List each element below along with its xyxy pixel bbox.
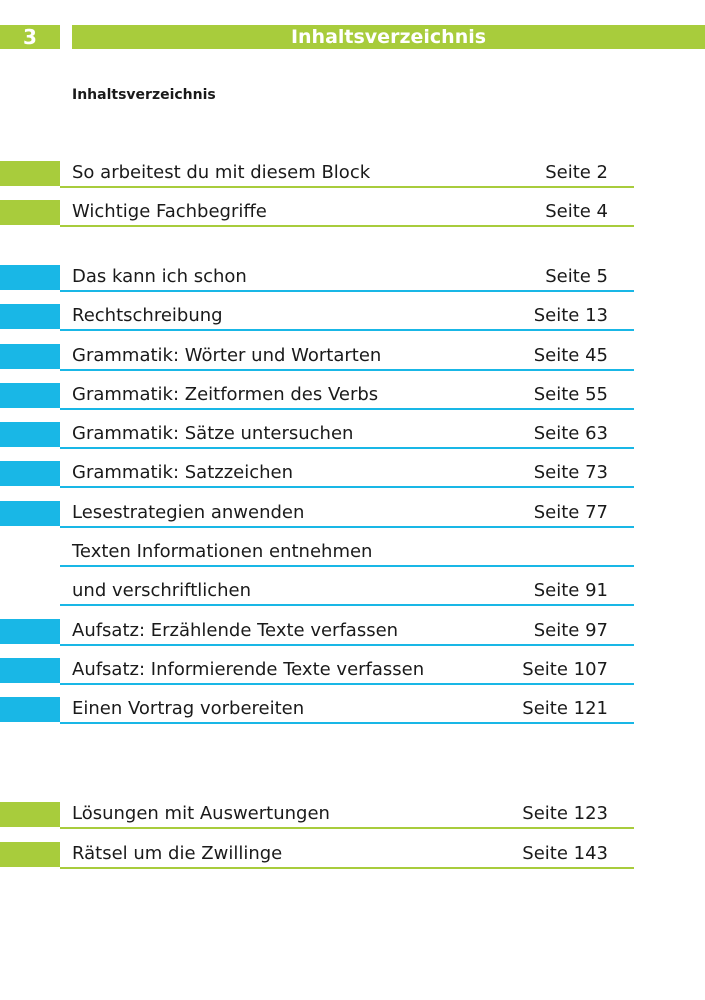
toc-entry-page: Seite 4	[545, 201, 608, 222]
page-subtitle: Inhaltsverzeichnis	[72, 87, 216, 103]
toc-entry[interactable]: Grammatik: Satzzeichen Seite 73	[0, 457, 640, 496]
toc-entry-label: Grammatik: Satzzeichen	[72, 462, 294, 483]
toc-entry[interactable]: Texten Informationen entnehmen	[0, 536, 640, 575]
toc-rule	[60, 225, 634, 227]
toc-entry-page: Seite 45	[533, 345, 608, 366]
toc-entry-page: Seite 63	[533, 423, 608, 444]
toc-entry[interactable]: Wichtige Fachbegriffe Seite 4	[0, 196, 640, 235]
toc-entry[interactable]: So arbeitest du mit diesem Block Seite 2	[0, 157, 640, 196]
toc-entry[interactable]: Rechtschreibung Seite 13	[0, 300, 640, 339]
toc-rule	[60, 186, 634, 188]
toc-entry-page: Seite 73	[533, 462, 608, 483]
toc-rule	[60, 369, 634, 371]
toc-entry-label: Rätsel um die Zwillinge	[72, 843, 283, 864]
toc-entry[interactable]: Grammatik: Wörter und Wortarten Seite 45	[0, 340, 640, 379]
toc-rule	[60, 604, 634, 606]
toc-entry-label: Das kann ich schon	[72, 266, 247, 287]
toc-entry-label: Aufsatz: Informierende Texte verfassen	[72, 659, 425, 680]
toc-entry-page: Seite 55	[533, 384, 608, 405]
toc-entry[interactable]: Lösungen mit Auswertungen Seite 123	[0, 798, 640, 837]
toc-entry-label: Grammatik: Zeitformen des Verbs	[72, 384, 379, 405]
section-tab	[0, 461, 60, 486]
section-tab	[0, 501, 60, 526]
toc-entry-page: Seite 13	[533, 305, 608, 326]
toc-entry-label: Rechtschreibung	[72, 305, 223, 326]
section-tab	[0, 658, 60, 683]
toc-entry[interactable]: Einen Vortrag vorbereiten Seite 121	[0, 693, 640, 732]
section-tab	[0, 161, 60, 186]
toc-entry[interactable]: Rätsel um die Zwillinge Seite 143	[0, 838, 640, 877]
toc-entry-label: Grammatik: Sätze untersuchen	[72, 423, 354, 444]
toc-entry-page: Seite 107	[522, 659, 608, 680]
section-tab	[0, 265, 60, 290]
section-tab	[0, 697, 60, 722]
toc-rule	[60, 827, 634, 829]
toc-entry-page: Seite 2	[545, 162, 608, 183]
toc-entry-page: Seite 143	[522, 843, 608, 864]
toc-entry-label: Grammatik: Wörter und Wortarten	[72, 345, 382, 366]
toc-entry-label: Lösungen mit Auswertungen	[72, 803, 330, 824]
toc-entry-page: Seite 91	[533, 580, 608, 601]
toc-rule	[60, 447, 634, 449]
toc-rule	[60, 722, 634, 724]
toc-rule	[60, 644, 634, 646]
toc-entry-label: Aufsatz: Erzählende Texte verfassen	[72, 620, 399, 641]
toc-entry[interactable]: Das kann ich schon Seite 5	[0, 261, 640, 300]
section-tab	[0, 304, 60, 329]
toc-entry-page: Seite 121	[522, 698, 608, 719]
toc-entry-label: Lesestrategien anwenden	[72, 502, 305, 523]
toc-entry-page: Seite 77	[533, 502, 608, 523]
section-tab	[0, 842, 60, 867]
section-tab	[0, 344, 60, 369]
toc-entry-label: Wichtige Fachbegriffe	[72, 201, 267, 222]
toc-rule	[60, 565, 634, 567]
toc-entry[interactable]: Lesestrategien anwenden Seite 77	[0, 497, 640, 536]
toc-entry-page: Seite 97	[533, 620, 608, 641]
toc-entry[interactable]: Grammatik: Sätze untersuchen Seite 63	[0, 418, 640, 457]
toc-rule	[60, 408, 634, 410]
toc-entry[interactable]: Aufsatz: Informierende Texte verfassen S…	[0, 654, 640, 693]
toc-entry-label: Einen Vortrag vorbereiten	[72, 698, 305, 719]
toc-rule	[60, 683, 634, 685]
toc-entry[interactable]: und verschriftlichen Seite 91	[0, 575, 640, 614]
section-tab	[0, 200, 60, 225]
page-number: 3	[0, 25, 60, 49]
toc-entry-label: und verschriftlichen	[72, 580, 252, 601]
section-tab	[0, 802, 60, 827]
toc-entry-page: Seite 5	[545, 266, 608, 287]
toc-entry[interactable]: Grammatik: Zeitformen des Verbs Seite 55	[0, 379, 640, 418]
toc-entry[interactable]: Aufsatz: Erzählende Texte verfassen Seit…	[0, 615, 640, 654]
header-title: Inhaltsverzeichnis	[72, 25, 705, 49]
section-tab	[0, 383, 60, 408]
toc-entry-page: Seite 123	[522, 803, 608, 824]
toc-rule	[60, 290, 634, 292]
section-tab	[0, 619, 60, 644]
toc-rule	[60, 329, 634, 331]
toc-entry-label: So arbeitest du mit diesem Block	[72, 162, 371, 183]
section-tab	[0, 422, 60, 447]
toc-entry-label: Texten Informationen entnehmen	[72, 541, 373, 562]
toc-rule	[60, 526, 634, 528]
toc-rule	[60, 867, 634, 869]
toc-rule	[60, 486, 634, 488]
